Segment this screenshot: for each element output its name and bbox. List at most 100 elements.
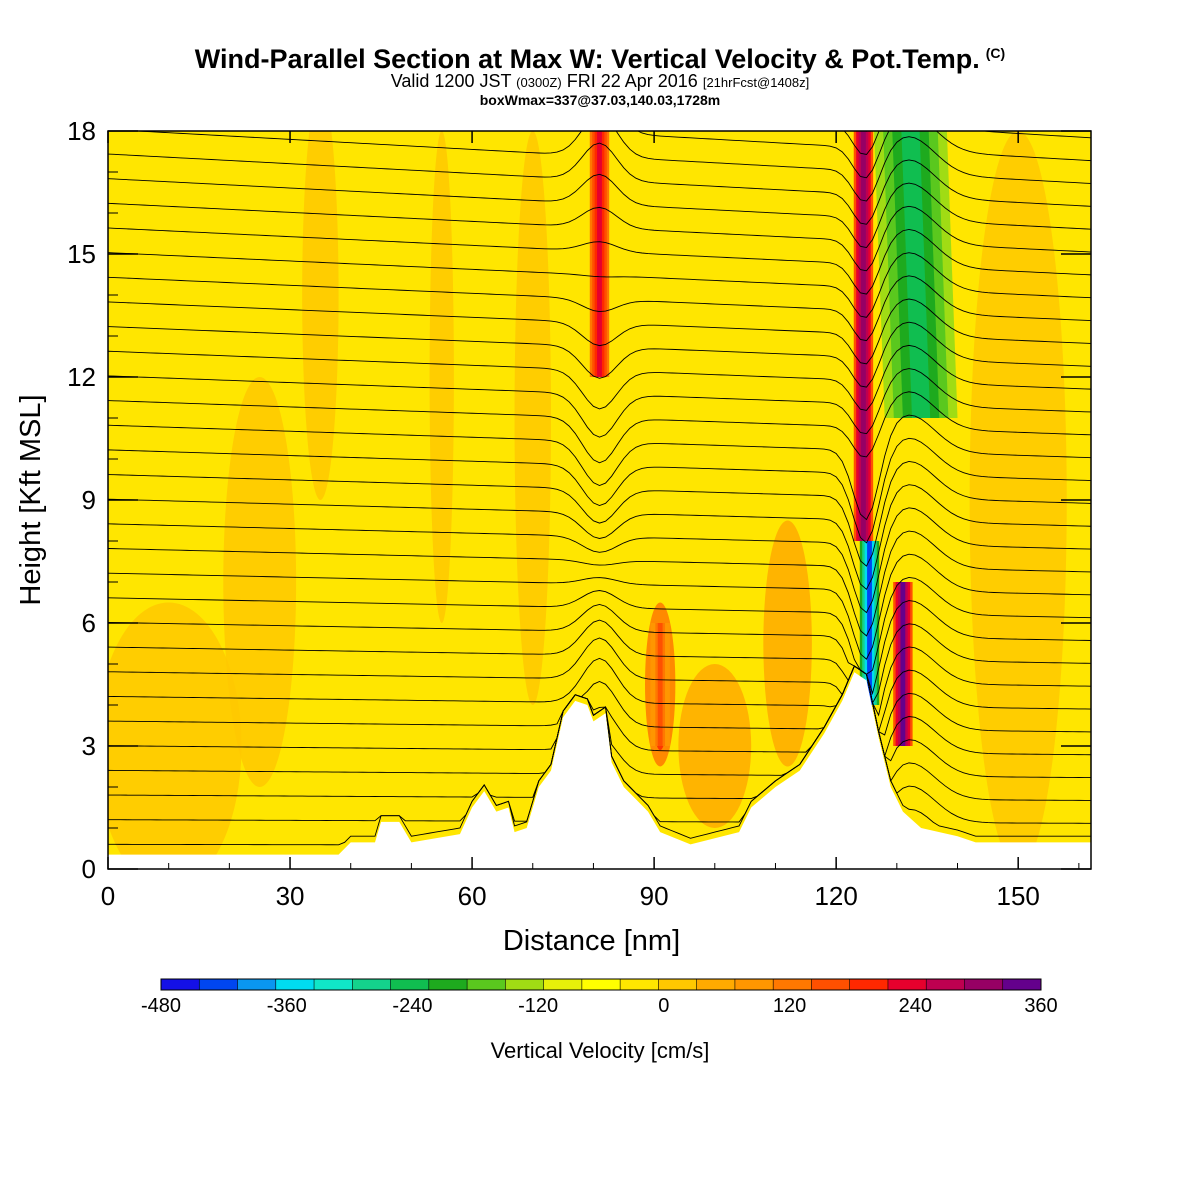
colorbar-title: Vertical Velocity [cm/s] bbox=[491, 1038, 710, 1063]
colorbar-swatch bbox=[1002, 979, 1042, 990]
isentrope-line bbox=[108, 321, 1091, 388]
isentrope-line bbox=[108, 437, 1091, 544]
isentrope-line bbox=[108, 507, 1091, 614]
y-tick-label: 0 bbox=[82, 854, 96, 884]
chart-title: Wind-Parallel Section at Max W: Vertical… bbox=[0, 44, 1200, 75]
isentrope-line bbox=[108, 25, 1091, 108]
valid-date: FRI 22 Apr 2016 bbox=[566, 71, 698, 91]
colorbar-swatch bbox=[696, 979, 736, 990]
valid-utc: (0300Z) bbox=[516, 75, 562, 90]
velocity-region-6 bbox=[763, 520, 812, 767]
plot-area bbox=[108, 25, 1091, 869]
colorbar-swatch bbox=[543, 979, 583, 990]
velocity-region-4 bbox=[514, 131, 551, 705]
velocity-feature-4-band-3 bbox=[901, 131, 931, 418]
isentrope-line bbox=[108, 657, 1091, 732]
colorbar-swatch bbox=[390, 979, 430, 990]
colorbar-swatch bbox=[734, 979, 774, 990]
colorbar-swatch bbox=[467, 979, 506, 990]
colorbar-frame bbox=[160, 978, 1042, 991]
colorbar: -480 -360 -240 -120 0 120 240 360 Vertical Veloc… bbox=[141, 978, 1058, 1063]
colorbar-swatch bbox=[314, 979, 353, 990]
forecast-info: [21hrFcst@1408z] bbox=[702, 75, 810, 90]
y-tick-label: 12 bbox=[67, 362, 96, 392]
colorbar-swatch bbox=[428, 979, 468, 990]
colorbar-swatch bbox=[352, 979, 392, 990]
y-tick-label: 18 bbox=[67, 116, 96, 146]
isentrope-line bbox=[108, 637, 1091, 717]
velocity-region-0 bbox=[108, 602, 242, 869]
colorbar-swatch bbox=[275, 979, 315, 990]
x-tick-label: 0 bbox=[101, 881, 115, 911]
velocity-feature-5-band-3 bbox=[867, 541, 872, 705]
valid-time-line: Valid 1200 JST (0300Z) FRI 22 Apr 2016 [… bbox=[0, 71, 1200, 92]
isentrope-line bbox=[108, 461, 1091, 567]
copyright-mark: (C) bbox=[985, 45, 1006, 61]
box-info-line: boxWmax=337@37.03,140.03,1728m bbox=[0, 92, 1200, 108]
isentrope-line bbox=[108, 619, 1091, 705]
isentrope-line bbox=[108, 484, 1091, 591]
velocity-feature-1-band-3 bbox=[900, 582, 906, 746]
isentrope-line bbox=[129, 131, 1091, 202]
colorbar-swatch bbox=[199, 979, 239, 990]
x-tick-label: 60 bbox=[458, 881, 487, 911]
colorbar-label: -120 bbox=[518, 995, 558, 1017]
isentrope-line bbox=[108, 414, 1091, 521]
colorbar-swatch bbox=[620, 979, 659, 990]
box-info: boxWmax=337@37.03,140.03,1728m bbox=[479, 92, 721, 108]
y-tick-label: 15 bbox=[67, 239, 96, 269]
colorbar-swatch bbox=[849, 979, 889, 990]
x-tick-label: 30 bbox=[276, 881, 305, 911]
isentrope-line bbox=[108, 391, 1091, 464]
isentrope-line bbox=[108, 576, 1091, 675]
colorbar-swatch bbox=[773, 979, 812, 990]
isentrope-line bbox=[108, 227, 1091, 295]
isentrope-line bbox=[108, 665, 1091, 758]
valid-prefix: Valid 1200 JST bbox=[390, 71, 512, 91]
isentrope-line bbox=[863, 131, 868, 132]
colorbar-label: -480 bbox=[141, 995, 181, 1017]
y-tick-label: 3 bbox=[82, 731, 96, 761]
colorbar-swatch bbox=[161, 979, 200, 990]
colorbar-swatch bbox=[658, 979, 698, 990]
velocity-region-1 bbox=[223, 377, 297, 787]
isentrope-line bbox=[108, 665, 1091, 779]
terrain-mask bbox=[108, 672, 1091, 869]
colorbar-swatch bbox=[581, 979, 621, 990]
colorbar-label: -240 bbox=[392, 995, 432, 1017]
x-tick-label: 90 bbox=[640, 881, 669, 911]
title-text: Wind-Parallel Section at Max W: Vertical… bbox=[194, 44, 980, 74]
isentrope-line bbox=[108, 368, 1091, 438]
y-tick-label: 6 bbox=[82, 608, 96, 638]
colorbar-swatch bbox=[811, 979, 851, 990]
colorbar-swatch bbox=[964, 979, 1004, 990]
isentrope-line bbox=[108, 142, 1091, 225]
colorbar-label: 120 bbox=[773, 995, 806, 1017]
axes: 0 30 60 90 120 150 0 3 6 9 12 15 18 Distance [nm] Heig… bbox=[15, 116, 1091, 957]
velocity-region-3 bbox=[429, 131, 454, 623]
isentrope-line bbox=[108, 173, 1091, 249]
colorbar-swatch bbox=[237, 979, 277, 990]
isentrope-line bbox=[108, 298, 1091, 365]
colorbar-label: 360 bbox=[1024, 995, 1057, 1017]
isentrope-line bbox=[108, 252, 1091, 318]
y-axis-title: Height [Kft MSL] bbox=[15, 394, 47, 605]
isentrope-line bbox=[108, 202, 1091, 272]
isentrope-line bbox=[108, 275, 1091, 342]
velocity-feature-2-band-3 bbox=[597, 131, 602, 377]
colorbar-label: 240 bbox=[899, 995, 932, 1017]
velocity-region-2 bbox=[302, 131, 339, 500]
colorbar-label: -360 bbox=[267, 995, 307, 1017]
colorbar-swatch bbox=[887, 979, 927, 990]
isentrope-line bbox=[108, 600, 1091, 696]
colorbar-swatch bbox=[926, 979, 965, 990]
isentrope-line bbox=[108, 344, 1091, 411]
colorbar-swatch bbox=[505, 979, 545, 990]
isentrope-line bbox=[108, 530, 1091, 637]
velocity-region-5 bbox=[678, 664, 752, 828]
colorbar-label: 0 bbox=[658, 995, 669, 1017]
velocity-feature-0-band-3 bbox=[861, 131, 866, 541]
y-tick-label: 9 bbox=[82, 485, 96, 515]
x-tick-label: 150 bbox=[996, 881, 1039, 911]
